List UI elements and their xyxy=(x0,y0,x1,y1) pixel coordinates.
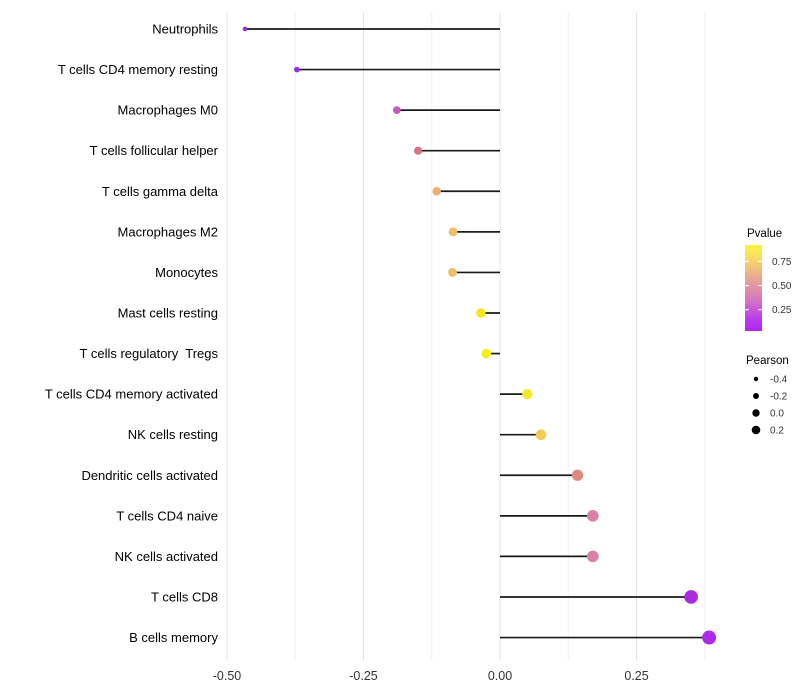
category-label: T cells CD4 naive xyxy=(116,508,218,523)
pearson-size-dot xyxy=(751,425,761,435)
pearson-size-dot xyxy=(753,376,759,382)
lollipop-dot xyxy=(448,227,458,237)
lollipop-dot xyxy=(481,348,492,359)
lollipop-row: T cells CD8 xyxy=(151,589,698,604)
category-label: T cells CD8 xyxy=(151,589,218,604)
lollipop-dot xyxy=(242,26,248,32)
lollipop-rows: Neutrophils T cells CD4 memory resting Mac… xyxy=(45,22,717,645)
x-tick-label: -0.50 xyxy=(213,669,242,683)
lollipop-dot xyxy=(586,510,599,522)
lollipop-dot xyxy=(535,429,547,441)
lollipop-row: B cells memory xyxy=(129,630,717,645)
lollipop-row: Macrophages M0 xyxy=(118,103,500,118)
lollipop-row: Dendritic cells activated xyxy=(81,468,584,483)
pearson-size-label: -0.4 xyxy=(770,375,788,386)
pearson-size-label: 0.2 xyxy=(770,426,784,437)
pvalue-tick-label: 0.50 xyxy=(772,281,792,292)
category-label: Neutrophils xyxy=(152,22,218,37)
category-label: Macrophages M2 xyxy=(118,224,218,239)
category-label: Dendritic cells activated xyxy=(81,468,218,483)
lollipop-row: T cells CD4 naive xyxy=(116,508,599,523)
lollipop-row: T cells gamma delta xyxy=(102,184,500,199)
lollipop-dot xyxy=(476,308,486,318)
pearson-size-label: 0.0 xyxy=(770,409,784,420)
category-label: NK cells resting xyxy=(128,427,218,442)
lollipop-row: T cells follicular helper xyxy=(90,143,500,158)
pvalue-gradient-bar xyxy=(745,245,762,331)
lollipop-dot xyxy=(702,630,717,645)
category-label: Mast cells resting xyxy=(118,305,218,320)
category-label: Monocytes xyxy=(155,265,218,280)
category-label: Macrophages M0 xyxy=(118,103,218,118)
lollipop-row: NK cells activated xyxy=(115,549,599,564)
lollipop-row: Neutrophils xyxy=(152,22,500,37)
category-label: T cells CD4 memory resting xyxy=(58,62,218,77)
x-axis: -0.50 -0.25 0.00 0.25 xyxy=(213,669,649,683)
lollipop-dot xyxy=(414,146,423,155)
category-label: T cells follicular helper xyxy=(90,143,219,158)
lollipop-row: Macrophages M2 xyxy=(118,224,500,239)
lollipop-row: NK cells resting xyxy=(128,427,547,442)
lollipop-row: T cells CD4 memory resting xyxy=(58,62,500,77)
lollipop-dot xyxy=(432,187,441,196)
lollipop-row: T cells CD4 memory activated xyxy=(45,387,533,402)
x-tick-label: -0.25 xyxy=(349,669,378,683)
category-label: B cells memory xyxy=(129,630,218,645)
x-tick-label: 0.25 xyxy=(624,669,648,683)
pearson-size-label: -0.2 xyxy=(770,392,788,403)
pvalue-legend: Pvalue 0.75 0.50 0.25 xyxy=(745,228,792,331)
category-label: T cells gamma delta xyxy=(102,184,219,199)
lollipop-dot xyxy=(522,388,533,400)
lollipop-dot xyxy=(571,469,584,481)
pvalue-legend-title: Pvalue xyxy=(747,228,782,240)
pearson-legend-title: Pearson xyxy=(746,355,789,367)
category-label: NK cells activated xyxy=(115,549,218,564)
lollipop-row: T cells regulatory Tregs xyxy=(80,346,500,361)
lollipop-dot xyxy=(684,590,698,604)
pearson-size-dot xyxy=(753,393,759,399)
lollipop-dot xyxy=(294,66,300,73)
x-tick-label: 0.00 xyxy=(488,669,512,683)
lollipop-dot xyxy=(392,106,401,115)
pearson-size-dot xyxy=(752,409,760,417)
pvalue-tick-label: 0.25 xyxy=(772,305,792,316)
lollipop-row: Monocytes xyxy=(155,265,500,280)
lollipop-dot xyxy=(586,550,599,563)
pearson-legend: Pearson -0.4 -0.2 0.0 0.2 xyxy=(746,355,789,437)
gridlines xyxy=(226,12,706,661)
pvalue-tick-label: 0.75 xyxy=(772,257,792,268)
lollipop-row: Mast cells resting xyxy=(118,305,500,320)
category-label: T cells regulatory Tregs xyxy=(80,346,219,361)
category-label: T cells CD4 memory activated xyxy=(45,387,218,402)
lollipop-dot xyxy=(448,267,457,277)
